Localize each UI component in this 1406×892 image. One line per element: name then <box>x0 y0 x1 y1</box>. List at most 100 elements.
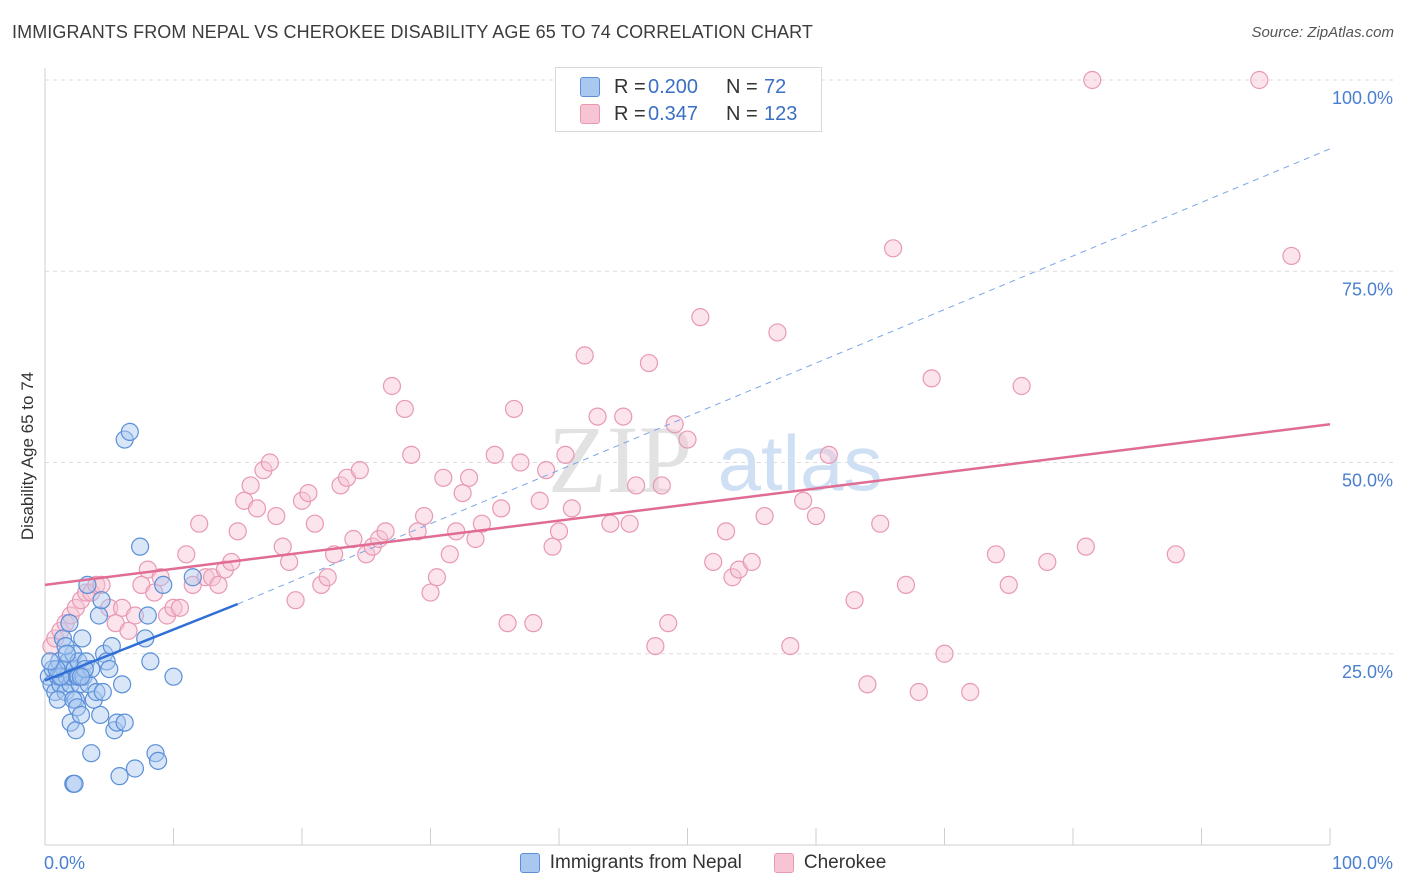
cherokee-trend-line <box>44 423 1331 587</box>
cherokee-point <box>845 591 864 610</box>
nepal-point <box>41 652 60 671</box>
nepal-point <box>73 629 92 648</box>
nepal-point <box>92 591 111 610</box>
legend-r-value-cherokee: 0.347 <box>648 102 699 125</box>
x-tick-label: 100.0% <box>1332 853 1393 873</box>
cherokee-point <box>260 453 279 472</box>
cherokee-point <box>273 537 292 556</box>
legend-swatch-cherokee <box>580 104 600 124</box>
cherokee-point <box>177 545 196 564</box>
legend-row-cherokee: R = 0.347 N = 123 <box>580 102 797 126</box>
y-tick-label: 75.0% <box>1342 279 1393 299</box>
cherokee-point <box>395 399 414 419</box>
series-legend: Immigrants from Nepal Cherokee <box>0 852 1406 874</box>
cherokee-point <box>781 636 800 656</box>
legend-row-nepal: R = 0.200 N = 72 <box>580 75 786 99</box>
cherokee-point <box>318 568 337 587</box>
nepal-point <box>115 713 134 732</box>
nepal-point <box>120 422 139 441</box>
cherokee-point <box>614 407 633 426</box>
cherokee-point <box>286 591 305 610</box>
legend-n-value-cherokee: 123 <box>764 102 798 125</box>
cherokee-point <box>1282 246 1301 266</box>
cherokee-point <box>402 445 421 464</box>
cherokee-point <box>209 575 228 595</box>
cherokee-point <box>922 369 941 388</box>
legend-n-label: N = <box>726 75 758 98</box>
cherokee-point <box>119 621 138 640</box>
chart-title: IMMIGRANTS FROM NEPAL VS CHEROKEE DISABI… <box>12 22 814 42</box>
cherokee-point <box>556 445 575 464</box>
nepal-point <box>71 705 91 725</box>
cherokee-point <box>376 522 395 541</box>
cherokee-point <box>382 376 402 396</box>
cherokee-point <box>1012 376 1031 396</box>
cherokee-point <box>768 323 787 342</box>
cherokee-point <box>299 484 318 503</box>
y-tick-label: 100.0% <box>1332 88 1393 108</box>
correlation-legend: R = 0.200 N = 72 R = 0.347 N = 123 <box>555 67 822 132</box>
y-tick-label: 50.0% <box>1342 471 1393 491</box>
cherokee-point <box>678 430 697 449</box>
cherokee-point <box>440 545 459 564</box>
cherokee-point <box>414 506 434 526</box>
cherokee-point <box>794 491 813 510</box>
cherokee-point <box>909 682 928 702</box>
cherokee-point <box>562 499 581 518</box>
legend-swatch-nepal <box>580 77 600 97</box>
cherokee-point <box>77 583 96 602</box>
nepal-point <box>65 774 84 793</box>
legend-label-cherokee: Cherokee <box>803 852 887 873</box>
nepal-point <box>138 606 157 625</box>
cherokee-point <box>125 606 145 625</box>
cherokee-point <box>530 491 549 510</box>
nepal-point <box>91 705 110 725</box>
cherokee-point <box>626 476 646 495</box>
cherokee-point <box>819 445 838 464</box>
cherokee-point <box>453 484 472 503</box>
cherokee-point <box>935 644 954 663</box>
tick-labels: 25.0% 50.0% 75.0% 100.0% 0.0% 100.0% <box>44 88 1393 873</box>
cherokee-point <box>575 346 594 365</box>
cherokee-point <box>543 537 562 556</box>
nepal-point <box>89 606 109 625</box>
cherokee-points <box>42 70 1301 702</box>
cherokee-point <box>716 522 736 541</box>
cherokee-point <box>350 461 369 480</box>
nepal-point <box>48 690 67 709</box>
nepal-point <box>148 751 168 770</box>
cherokee-point <box>1038 552 1057 572</box>
nepal-point <box>66 721 85 740</box>
cherokee-point <box>100 598 119 617</box>
y-tick-label: 25.0% <box>1342 662 1393 682</box>
cherokee-point <box>421 583 440 602</box>
cherokee-point <box>170 598 190 617</box>
cherokee-point <box>659 614 678 633</box>
nepal-point <box>125 759 145 778</box>
nepal-point <box>60 614 79 633</box>
cherokee-point <box>498 614 517 633</box>
legend-n-value-nepal: 72 <box>764 75 787 98</box>
cherokee-point <box>896 575 916 595</box>
cherokee-point <box>472 514 491 533</box>
legend-item-cherokee[interactable]: Cherokee <box>773 852 887 874</box>
cherokee-point <box>871 514 890 533</box>
cherokee-point <box>806 506 826 526</box>
legend-r-label: R = <box>614 102 646 125</box>
cherokee-point <box>652 476 671 495</box>
cherokee-point <box>241 476 260 495</box>
cherokee-point <box>305 514 324 533</box>
cherokee-point <box>646 636 665 656</box>
cherokee-point <box>190 514 209 533</box>
cherokee-point <box>691 308 710 327</box>
cherokee-point <box>704 552 723 572</box>
cherokee-point <box>164 598 183 617</box>
legend-item-nepal[interactable]: Immigrants from Nepal <box>519 852 742 874</box>
nepal-trend-line <box>44 602 239 682</box>
cherokee-point <box>434 468 453 487</box>
nepal-point <box>164 667 183 686</box>
nepal-point <box>87 682 106 702</box>
nepal-point <box>141 652 160 671</box>
cherokee-point <box>999 575 1018 595</box>
